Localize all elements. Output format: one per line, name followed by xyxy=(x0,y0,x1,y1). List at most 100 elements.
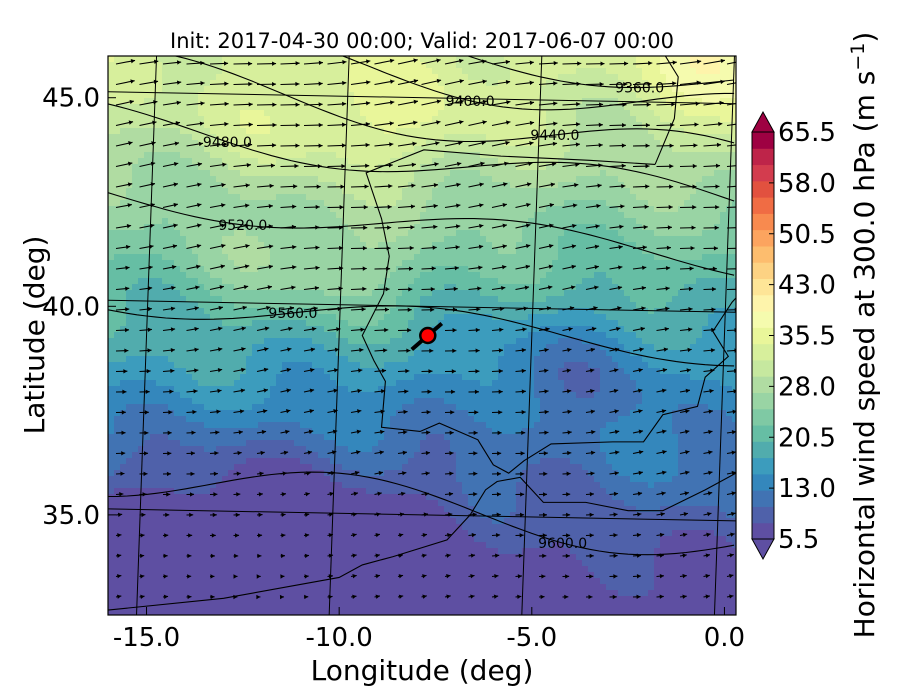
field-cell xyxy=(192,338,199,345)
field-cell xyxy=(240,68,247,75)
field-cell xyxy=(198,296,205,303)
field-cell xyxy=(348,104,355,111)
field-cell xyxy=(186,200,193,207)
field-cell xyxy=(246,170,253,177)
field-cell xyxy=(168,308,175,315)
field-cell xyxy=(258,230,265,237)
field-cell xyxy=(186,302,193,309)
field-cell xyxy=(474,92,481,99)
field-cell xyxy=(396,188,403,195)
field-cell xyxy=(162,338,169,345)
field-cell xyxy=(216,212,223,219)
field-cell xyxy=(564,302,571,309)
field-cell xyxy=(672,260,679,267)
field-cell xyxy=(210,80,217,87)
field-cell xyxy=(252,320,259,327)
field-cell xyxy=(438,74,445,81)
field-cell xyxy=(456,206,463,213)
field-cell xyxy=(156,116,163,123)
field-cell xyxy=(522,314,529,321)
field-cell xyxy=(288,134,295,141)
field-cell xyxy=(144,254,151,261)
field-cell xyxy=(414,188,421,195)
field-cell xyxy=(396,74,403,81)
field-cell xyxy=(552,104,559,111)
field-cell xyxy=(432,272,439,279)
field-cell xyxy=(612,248,619,255)
field-cell xyxy=(582,212,589,219)
field-cell xyxy=(198,176,205,183)
field-cell xyxy=(216,332,223,339)
field-cell xyxy=(222,254,229,261)
field-cell xyxy=(348,170,355,177)
field-cell xyxy=(252,290,259,297)
field-cell xyxy=(390,278,397,285)
field-cell xyxy=(372,134,379,141)
field-cell xyxy=(222,206,229,213)
field-cell xyxy=(672,278,679,285)
field-cell xyxy=(672,218,679,225)
field-cell xyxy=(510,320,517,327)
field-cell xyxy=(696,116,703,123)
field-cell xyxy=(456,158,463,165)
field-cell xyxy=(594,302,601,309)
field-cell xyxy=(714,290,721,297)
field-cell xyxy=(324,206,331,213)
field-cell xyxy=(282,320,289,327)
field-cell xyxy=(288,278,295,285)
field-cell xyxy=(486,176,493,183)
field-cell xyxy=(204,284,211,291)
field-cell xyxy=(432,254,439,261)
field-cell xyxy=(522,254,529,261)
field-cell xyxy=(204,248,211,255)
field-cell xyxy=(270,164,277,171)
field-cell xyxy=(696,254,703,261)
field-cell xyxy=(420,278,427,285)
field-cell xyxy=(198,194,205,201)
field-cell xyxy=(408,308,415,315)
field-cell xyxy=(384,80,391,87)
field-cell xyxy=(324,338,331,345)
field-cell xyxy=(144,278,151,285)
field-cell xyxy=(114,338,121,345)
field-cell xyxy=(264,248,271,255)
field-cell xyxy=(312,320,319,327)
field-cell xyxy=(324,92,331,99)
field-cell xyxy=(312,308,319,315)
field-cell xyxy=(288,332,295,339)
field-cell xyxy=(168,302,175,309)
field-cell xyxy=(348,62,355,69)
field-cell xyxy=(138,134,145,141)
field-cell xyxy=(648,86,655,93)
field-cell xyxy=(450,194,457,201)
field-cell xyxy=(552,98,559,105)
field-cell xyxy=(534,254,541,261)
field-cell xyxy=(522,242,529,249)
field-cell xyxy=(660,200,667,207)
field-cell xyxy=(426,116,433,123)
field-cell xyxy=(210,218,217,225)
field-cell xyxy=(234,272,241,279)
field-cell xyxy=(186,206,193,213)
field-cell xyxy=(390,86,397,93)
field-cell xyxy=(528,158,535,165)
field-cell xyxy=(168,194,175,201)
field-cell xyxy=(192,68,199,75)
field-cell xyxy=(318,212,325,219)
field-cell xyxy=(444,128,451,135)
field-cell xyxy=(564,116,571,123)
field-cell xyxy=(168,56,175,63)
field-cell xyxy=(174,314,181,321)
field-cell xyxy=(468,62,475,69)
field-cell xyxy=(558,320,565,327)
field-cell xyxy=(204,176,211,183)
field-cell xyxy=(726,86,733,93)
field-cell xyxy=(486,332,493,339)
field-cell xyxy=(408,272,415,279)
field-cell xyxy=(240,266,247,273)
field-cell xyxy=(402,260,409,267)
field-cell xyxy=(396,170,403,177)
field-cell xyxy=(720,206,727,213)
field-cell xyxy=(726,254,733,261)
field-cell xyxy=(258,176,265,183)
